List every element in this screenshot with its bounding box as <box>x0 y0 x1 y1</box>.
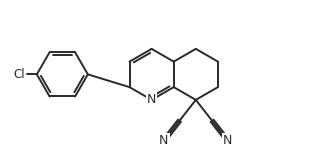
Text: Cl: Cl <box>13 68 25 81</box>
Text: N: N <box>159 134 168 147</box>
Text: N: N <box>147 93 156 106</box>
Text: N: N <box>223 134 233 147</box>
